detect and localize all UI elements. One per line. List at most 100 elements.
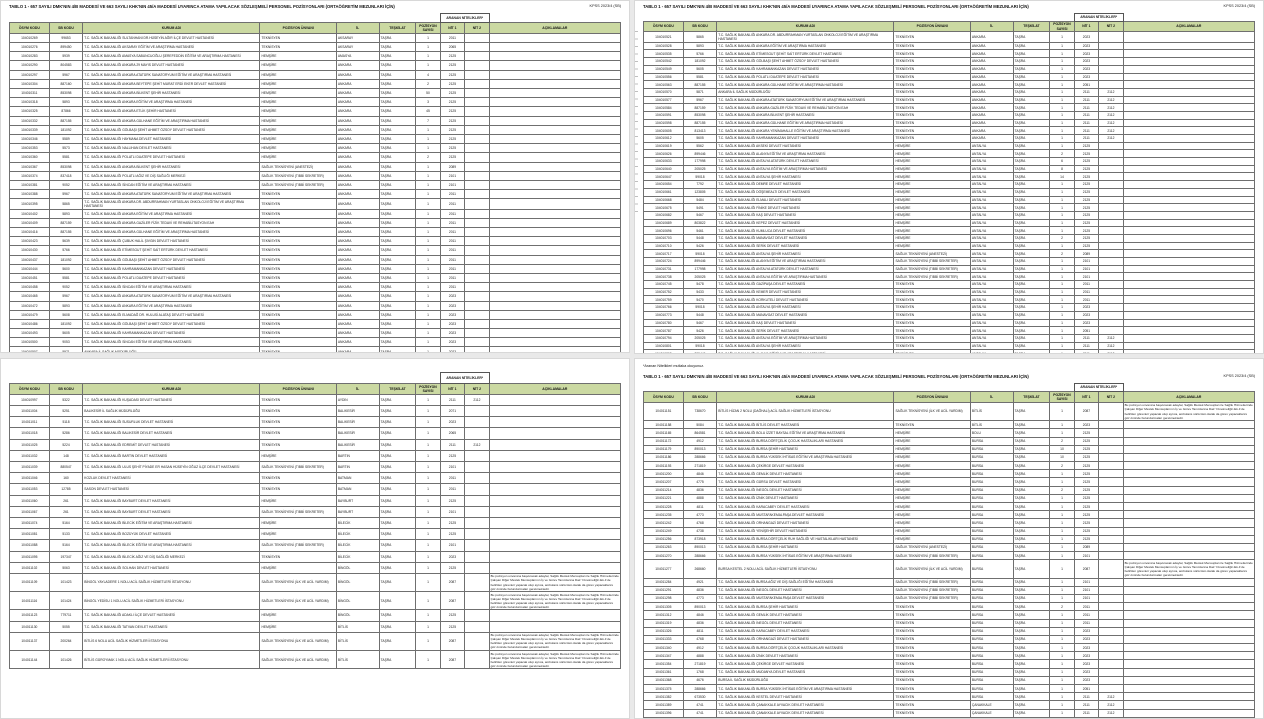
table-cell: 5605 [48,328,84,339]
table-cell: TEKNİSYEN [259,472,337,485]
table-cell [1122,149,1256,159]
table-cell: TAŞRA [1012,195,1051,205]
table-cell: 1 [415,572,441,593]
table-cell [1122,303,1256,312]
table-cell [1098,477,1124,487]
table-cell: T.C. SAĞLIK BAKANLIĞI GEMLİK DEVLET HAST… [716,610,895,620]
table-cell: BİTLİS [335,620,380,633]
table-cell: T.C. SAĞLIK BAKANLIĞI KUMLUCA DEVLET HAS… [716,226,895,235]
table-cell: ANTALYA [969,310,1014,320]
table-cell [1122,469,1256,479]
table-cell: ANTALYA [969,241,1014,251]
table-cell: TEKNİSYEN [259,346,337,352]
table-cell: 1 [415,318,441,330]
table-cell: ANTALYA [969,303,1014,312]
table-cell: 104010787 [643,326,684,335]
table-cell: 268660 [682,559,718,579]
table-cell: ANKARA [969,49,1014,59]
table-cell: TAŞRA [1012,526,1051,536]
table-cell: TEKNİSYEN [893,118,971,128]
table-cell: 5055 [48,620,84,633]
table-cell: 5608 [48,309,84,320]
table-cell: 104010717 [643,249,684,259]
table-cell: 1 [415,208,441,219]
table-cell [1122,134,1256,143]
table-cell [464,161,490,172]
table-cell: 5433 [682,287,718,297]
table-cell: BURSA [969,683,1014,694]
table-cell: T.C. SAĞLIK BAKANLIĞI AMASYA SABUNCUOĞLU… [82,51,261,62]
table-cell: 6 [1049,157,1075,166]
table-cell: T.C. SAĞLIK BAKANLIĞI BİLECİK EĞİTİM VE … [82,539,261,552]
table-cell: TAŞRA [1012,326,1051,335]
table-cell: 1 [1049,585,1075,595]
table-cell: T.C. SAĞLIK BAKANLIĞI TATVAN DEVLET HAST… [82,620,261,633]
table-cell [1122,95,1256,105]
table-row: 104010787 5426 T.C. SAĞLIK BAKANLIĞI SERİK… [643,326,1256,335]
table-cell: 2023 [1073,310,1100,320]
table-cell: 45 [415,106,441,117]
table-cell: TAŞRA [1012,585,1051,595]
table-cell: 1 [415,32,441,44]
table-cell: ANTALYA [969,226,1014,235]
table-cell [1122,542,1256,553]
table-cell: TAŞRA [1012,257,1051,266]
table-cell: TAŞRA [1012,534,1051,544]
table-cell: TAŞRA [378,649,417,670]
table-row: 104011200 4846 T.C. SAĞLIK BAKANLIĞI GEMLİ… [643,469,1256,479]
table-cell: HEMŞİRE [893,187,971,197]
table-cell: 4775 [682,477,718,487]
table-cell: 5224 [48,438,84,451]
table-cell: 104011221 [643,493,684,504]
table-cell [1098,149,1124,159]
table-cell [1098,602,1124,612]
table-cell [1098,542,1124,553]
table-cell [1098,203,1124,212]
table-cell: 1 [415,591,441,611]
table-cell: T.C. SAĞLIK BAKANLIĞI GÖLBAŞI ŞEHİT AHME… [82,318,261,330]
table-cell: TAŞRA [1012,303,1051,312]
table-row: 104010717 59018 T.C. SAĞLIK BAKANLIĞI ANTA… [643,249,1256,259]
table-cell: T.C. SAĞLIK BAKANLIĞI ANKARA DR. ABDURRA… [82,198,261,210]
table-cell [1122,233,1256,243]
table-cell: T.C. SAĞLIK BAKANLIĞI ANTALYA EĞİTİM VE … [716,333,895,343]
table-cell: 1 [1049,526,1075,536]
table-cell: 104011333 [643,634,684,645]
table-cell: 1 [1049,180,1075,189]
table-cell: 7 [415,115,441,126]
table-cell: 2023 [1073,667,1100,677]
table-cell: 1 [1049,534,1075,544]
table-cell: 2101 [439,539,466,552]
table-row: 104010479 5608 T.C. SAĞLIK BAKANLIĞI ELMAD… [9,309,622,320]
table-cell: TEKNİSYEN [259,309,337,320]
table-cell: TAŞRA [1012,172,1051,182]
table-cell: BURSA [969,518,1014,528]
table-cell [464,179,490,191]
table-cell: TAŞRA [378,483,417,496]
table-cell: 2125 [1073,444,1100,454]
table-row: 104011193 271819 T.C. SAĞLIK BAKANLIĞI ÇEK… [643,461,1256,471]
table-cell [1122,64,1256,74]
table-cell: T.C. SAĞLIK BAKANLIĞI DÖŞEMEALTI DEVLET … [716,187,895,197]
table-row: 104010549 5605 T.C. SAĞLIK BAKANLIĞI KAHRA… [643,64,1256,74]
table-cell: 104010381 [9,179,50,191]
table-cell: TAŞRA [378,272,417,284]
table-cell [464,272,490,284]
table-cell: 5589 [48,133,84,145]
table-row: 104010675 5491 T.C. SAĞLIK BAKANLIĞI FİNİK… [643,203,1256,212]
table-cell: T.C. SAĞLIK BAKANLIĞI AKSARAY EĞİTİM VE … [82,42,261,53]
table-row: 104010402 5893 T.C. SAĞLIK BAKANLIĞI ANKAR… [9,208,622,219]
positions-table: ARANAN NİTELİKLER* ÖSYM KODU SB KODU KUR… [9,12,622,352]
table-cell: 87866 [48,106,84,117]
table-cell: 104010535 [643,49,684,59]
table-cell: TAŞRA [378,51,417,62]
table-cell: T.C. SAĞLIK BAKANLIĞI YENİŞEHİR DEVLET H… [716,526,895,536]
table-cell: 104011228 [643,501,684,512]
table-cell: 2125 [1073,203,1100,212]
table-cell: ANKARA [335,236,380,247]
table-cell: TAŞRA [378,631,417,652]
table-cell: 104010612 [643,134,684,143]
table-cell: 104010528 [643,41,684,51]
table-cell [1098,401,1124,422]
table-cell: TAŞRA [378,170,417,181]
